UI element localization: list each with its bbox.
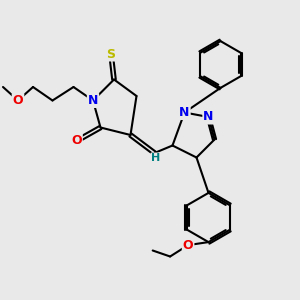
Text: O: O [71, 134, 82, 148]
Text: N: N [88, 94, 98, 107]
Text: H: H [152, 153, 160, 164]
Text: O: O [13, 94, 23, 107]
Text: S: S [106, 47, 116, 61]
Text: N: N [179, 106, 190, 119]
Text: N: N [203, 110, 214, 124]
Text: O: O [183, 238, 194, 252]
